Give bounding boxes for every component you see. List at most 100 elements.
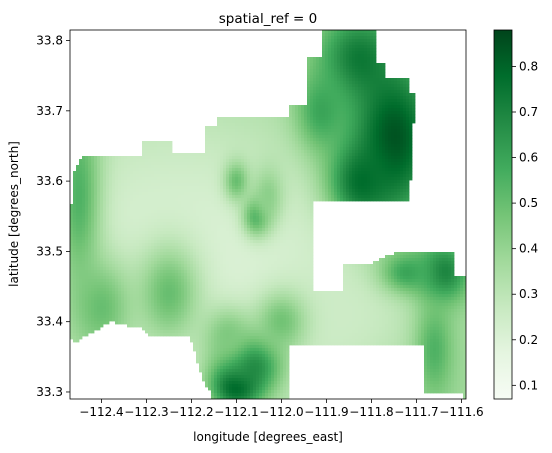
heatmap-cell bbox=[343, 36, 347, 40]
heatmap-cell bbox=[253, 120, 257, 124]
heatmap-cell bbox=[220, 117, 224, 121]
heatmap-cell bbox=[319, 165, 323, 169]
heatmap-cell bbox=[151, 177, 155, 181]
heatmap-cell bbox=[334, 111, 338, 115]
heatmap-cell bbox=[373, 105, 377, 109]
heatmap-cell bbox=[79, 162, 83, 166]
heatmap-cell bbox=[364, 183, 368, 187]
heatmap-cell bbox=[373, 138, 377, 142]
heatmap-cell bbox=[286, 144, 290, 148]
heatmap-cell bbox=[334, 192, 338, 196]
heatmap-cell bbox=[292, 156, 296, 160]
heatmap-cell bbox=[148, 204, 152, 208]
heatmap-cell bbox=[271, 246, 275, 250]
heatmap-cell bbox=[385, 162, 389, 166]
heatmap-cell bbox=[283, 252, 287, 256]
heatmap-cell bbox=[148, 231, 152, 235]
heatmap-cell bbox=[271, 123, 275, 127]
heatmap-cell bbox=[223, 156, 227, 160]
heatmap-cell bbox=[373, 108, 377, 112]
heatmap-cell bbox=[175, 246, 179, 250]
heatmap-cell bbox=[100, 240, 104, 244]
heatmap-cell bbox=[289, 129, 293, 133]
heatmap-cell bbox=[322, 165, 326, 169]
heatmap-cell bbox=[229, 195, 233, 199]
heatmap-cell bbox=[229, 216, 233, 220]
heatmap-cell bbox=[76, 246, 80, 250]
heatmap-cell bbox=[277, 144, 281, 148]
heatmap-cell bbox=[256, 231, 260, 235]
heatmap-cell bbox=[364, 45, 368, 49]
heatmap-cell bbox=[196, 225, 200, 229]
heatmap-cell bbox=[241, 153, 245, 157]
heatmap-cell bbox=[370, 183, 374, 187]
heatmap-cell bbox=[406, 114, 410, 118]
heatmap-cell bbox=[283, 213, 287, 217]
heatmap-cell bbox=[208, 156, 212, 160]
heatmap-cell bbox=[271, 117, 275, 121]
heatmap-cell bbox=[226, 171, 230, 175]
heatmap-cell bbox=[244, 117, 248, 121]
heatmap-cell bbox=[103, 183, 107, 187]
heatmap-cell bbox=[91, 189, 95, 193]
heatmap-cell bbox=[292, 138, 296, 142]
heatmap-cell bbox=[181, 237, 185, 241]
heatmap-cell bbox=[172, 225, 176, 229]
heatmap-cell bbox=[154, 234, 158, 238]
heatmap-cell bbox=[331, 45, 335, 49]
heatmap-cell bbox=[235, 234, 239, 238]
heatmap-cell bbox=[394, 192, 398, 196]
heatmap-cell bbox=[193, 213, 197, 217]
heatmap-cell bbox=[394, 96, 398, 100]
heatmap-cell bbox=[142, 147, 146, 151]
heatmap-cell bbox=[127, 156, 131, 160]
heatmap-cell bbox=[268, 219, 272, 223]
heatmap-cell bbox=[292, 144, 296, 148]
heatmap-cell bbox=[223, 219, 227, 223]
heatmap-cell bbox=[274, 189, 278, 193]
heatmap-cell bbox=[271, 126, 275, 130]
heatmap-cell bbox=[370, 165, 374, 169]
heatmap-cell bbox=[295, 201, 299, 205]
heatmap-cell bbox=[376, 111, 380, 115]
heatmap-cell bbox=[298, 195, 302, 199]
heatmap-cell bbox=[112, 240, 116, 244]
heatmap-cell bbox=[289, 237, 293, 241]
heatmap-cell bbox=[373, 45, 377, 49]
heatmap-cell bbox=[280, 153, 284, 157]
heatmap-cell bbox=[115, 237, 119, 241]
heatmap-cell bbox=[343, 90, 347, 94]
heatmap-cell bbox=[79, 234, 83, 238]
heatmap-cell bbox=[163, 156, 167, 160]
heatmap-cell bbox=[136, 246, 140, 250]
heatmap-cell bbox=[232, 180, 236, 184]
heatmap-cell bbox=[322, 114, 326, 118]
heatmap-cell bbox=[352, 138, 356, 142]
heatmap-cell bbox=[76, 186, 80, 190]
heatmap-cell bbox=[256, 171, 260, 175]
heatmap-cell bbox=[334, 177, 338, 181]
heatmap-cell bbox=[106, 210, 110, 214]
heatmap-cell bbox=[415, 252, 419, 256]
heatmap-cell bbox=[409, 168, 413, 172]
heatmap-cell bbox=[160, 249, 164, 253]
heatmap-cell bbox=[391, 186, 395, 190]
heatmap-cell bbox=[340, 93, 344, 97]
heatmap-cell bbox=[112, 246, 116, 250]
heatmap-cell bbox=[355, 45, 359, 49]
heatmap-cell bbox=[280, 246, 284, 250]
heatmap-cell bbox=[250, 198, 254, 202]
heatmap-cell bbox=[346, 129, 350, 133]
heatmap-cell bbox=[289, 117, 293, 121]
heatmap-cell bbox=[313, 159, 317, 163]
heatmap-cell bbox=[301, 171, 305, 175]
heatmap-cell bbox=[313, 69, 317, 73]
heatmap-cell bbox=[310, 252, 314, 256]
heatmap-cell bbox=[91, 234, 95, 238]
heatmap-cell bbox=[367, 48, 371, 52]
heatmap-cell bbox=[226, 174, 230, 178]
heatmap-cell bbox=[244, 120, 248, 124]
heatmap-cell bbox=[301, 132, 305, 136]
heatmap-cell bbox=[199, 252, 203, 256]
heatmap-cell bbox=[388, 171, 392, 175]
